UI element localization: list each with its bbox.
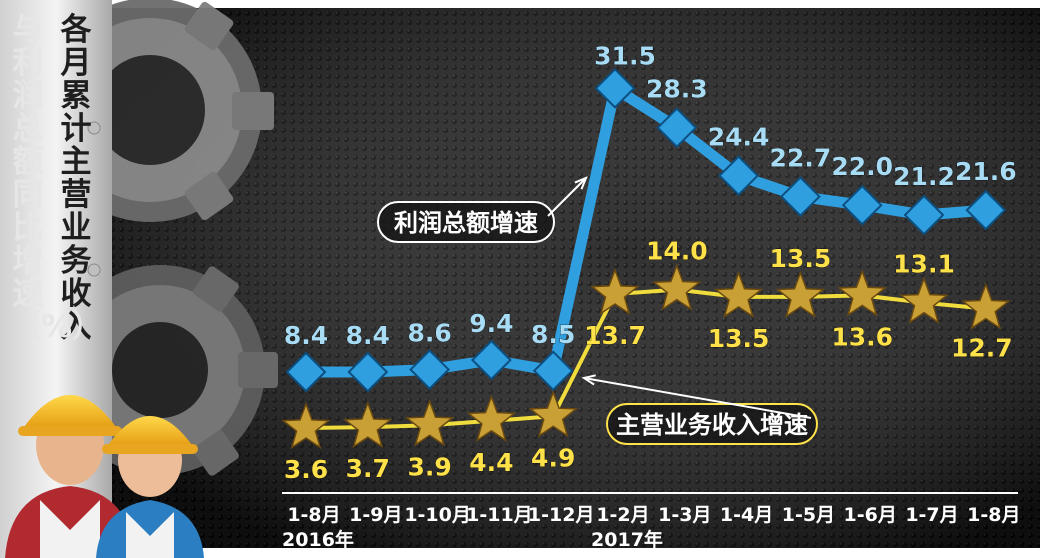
- series-markers: [281, 67, 1011, 450]
- profit-value-label: 28.3: [646, 75, 708, 104]
- x-tick-label: 1-8月: [967, 504, 1020, 526]
- profit-point: [285, 351, 327, 393]
- svg-text:主营业务收入增速: 主营业务收入增速: [616, 411, 808, 439]
- profit-point: [532, 350, 574, 392]
- revenue-value-label: 13.5: [708, 324, 770, 353]
- revenue-point: [466, 394, 517, 442]
- revenue-value-label: 12.7: [951, 334, 1013, 363]
- profit-value-label: 31.5: [594, 41, 656, 70]
- revenue-value-label: 4.4: [469, 448, 513, 477]
- profit-point: [965, 189, 1007, 231]
- x-tick-label: 1-8月: [287, 504, 340, 526]
- profit-point: [347, 351, 389, 393]
- revenue-annotation: 主营业务收入增速: [581, 374, 818, 445]
- revenue-point: [404, 399, 455, 447]
- chart-title: 各月累计主营业务收入: [60, 12, 92, 345]
- profit-value-label: 9.4: [469, 309, 513, 338]
- year-label: 2016年: [282, 528, 354, 551]
- revenue-point: [899, 276, 949, 324]
- profit-annotation: 利润总额增速: [377, 176, 588, 243]
- profit-point: [656, 107, 698, 149]
- x-tick-label: 1-10月: [404, 504, 471, 526]
- x-tick-label: 1-9月: [349, 504, 402, 526]
- x-tick-label: 1-4月: [720, 504, 773, 526]
- revenue-value-label: 4.9: [531, 443, 575, 472]
- x-tick-label: 1-3月: [658, 504, 711, 526]
- x-tick-label: 1-2月: [596, 504, 649, 526]
- screw-icon: [87, 263, 101, 277]
- profit-point: [409, 349, 451, 391]
- profit-point: [470, 339, 512, 381]
- profit-point: [903, 194, 945, 236]
- profit-value-label: 22.0: [831, 152, 893, 181]
- x-tick-label: 1-11月: [466, 504, 533, 526]
- revenue-value-label: 13.1: [893, 250, 955, 279]
- x-tick-label: 1-12月: [528, 504, 595, 526]
- revenue-value-label: 3.6: [284, 455, 328, 484]
- revenue-point: [528, 390, 579, 438]
- revenue-point: [590, 267, 640, 316]
- profit-point: [779, 176, 821, 218]
- value-labels: 8.4 8.4 8.6 9.4 8.5 31.5 28.324.422.7 22.0 21.2 2…: [284, 41, 1017, 484]
- revenue-point: [342, 400, 393, 449]
- profit-value-label: 21.2: [893, 162, 955, 191]
- revenue-value-label: 3.9: [407, 452, 451, 481]
- profit-value-label: 8.6: [407, 319, 451, 348]
- svg-text:利润总额增速: 利润总额增速: [394, 209, 538, 237]
- revenue-value-label: 14.0: [646, 237, 708, 266]
- revenue-value-label: 13.5: [770, 244, 832, 273]
- profit-point: [718, 155, 760, 197]
- profit-value-label: 8.4: [284, 321, 328, 350]
- x-tick-label: 1-6月: [844, 504, 897, 526]
- x-tick-label: 1-5月: [782, 504, 835, 526]
- year-label: 2017年: [591, 528, 663, 551]
- chart-subtitle: 与利润总额同比增速（%）: [10, 12, 103, 345]
- profit-value-label: 24.4: [708, 123, 770, 152]
- revenue-point: [281, 401, 331, 450]
- profit-point: [594, 67, 636, 109]
- profit-value-label: 21.6: [955, 157, 1017, 186]
- screw-icon: [87, 121, 101, 135]
- profit-value-label: 22.7: [770, 144, 832, 173]
- revenue-point: [960, 282, 1011, 330]
- revenue-point: [713, 270, 764, 319]
- revenue-point: [837, 269, 888, 317]
- x-tick-label: 1-7月: [905, 504, 958, 526]
- profit-value-label: 8.4: [346, 321, 390, 350]
- revenue-point: [775, 270, 826, 319]
- profit-value-label: 8.5: [531, 320, 575, 349]
- revenue-value-label: 3.7: [346, 454, 390, 483]
- profit-point: [841, 184, 883, 226]
- worker-icon: [96, 416, 204, 558]
- revenue-point: [651, 263, 702, 311]
- revenue-value-label: 13.6: [831, 322, 893, 351]
- revenue-value-label: 13.7: [584, 321, 646, 350]
